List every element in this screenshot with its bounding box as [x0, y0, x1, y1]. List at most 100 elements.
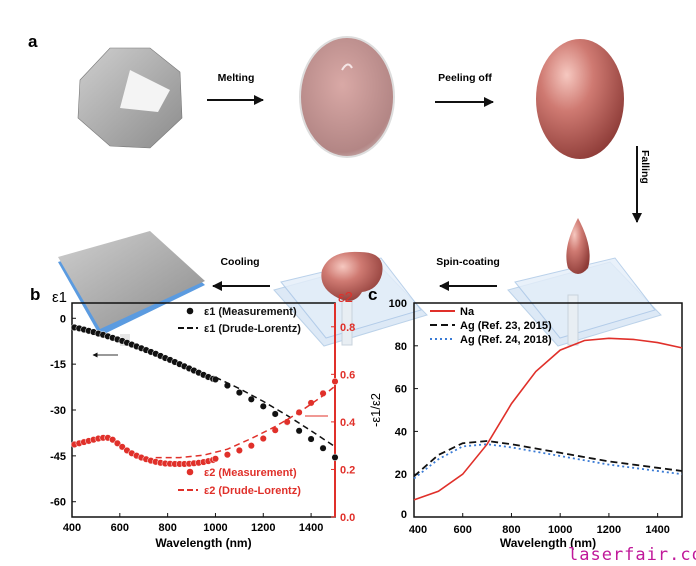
- panel-label-a: a: [28, 32, 38, 51]
- y-left-tick-label: -45: [50, 451, 66, 463]
- data-point: [113, 439, 121, 447]
- y-tick-label: 80: [395, 341, 407, 353]
- x-axis-label: Wavelength (nm): [155, 536, 251, 550]
- data-point: [259, 402, 267, 410]
- data-point: [211, 375, 220, 383]
- watermark: laserfair.com: [568, 545, 696, 565]
- y-right-tick-label: 0.4: [340, 417, 356, 429]
- series-line-3: [413, 443, 683, 480]
- step-label-melting: Melting: [218, 72, 255, 84]
- series-line-2: [413, 440, 683, 477]
- y-left-tick-label: 0: [60, 313, 66, 325]
- series-line-1: [413, 337, 683, 501]
- data-point: [211, 455, 220, 463]
- y-tick-label: 40: [395, 426, 407, 438]
- series-1: [70, 323, 339, 461]
- legend-entry: ε2 (Measurement): [186, 467, 297, 479]
- legend-label: ε2 (Measurement): [204, 467, 297, 479]
- y-left-axis-label: ε1: [52, 289, 67, 306]
- x-tick-label: 400: [409, 524, 427, 536]
- fit-line: [155, 385, 336, 459]
- data-point: [331, 377, 339, 386]
- x-tick-label: 1200: [251, 522, 275, 534]
- data-point: [109, 436, 117, 444]
- data-point: [295, 427, 303, 435]
- y-right-tick-label: 0.0: [340, 512, 355, 524]
- legend-entry: ε1 (Measurement): [186, 306, 297, 318]
- y-right-tick-label: 0.8: [340, 322, 355, 334]
- panel-c-chart: c 400 600 800 1000 1200 1400 0 20 40 60 80 100 Wavel…: [368, 285, 683, 550]
- legend-label: Na: [460, 306, 475, 318]
- data-point: [307, 435, 315, 443]
- data-point: [118, 443, 126, 451]
- series-2: [215, 376, 336, 448]
- legend-label: ε1 (Drude-Lorentz): [204, 323, 301, 335]
- y-left-tick-label: -60: [50, 497, 66, 509]
- y-tick-label: 20: [395, 469, 407, 481]
- y-left-tick-label: -30: [50, 405, 66, 417]
- data-point: [235, 389, 243, 397]
- x-tick-label: 1000: [548, 524, 572, 536]
- legend-label: Ag (Ref. 24, 2018): [460, 334, 552, 346]
- cooling-arrow: Cooling: [212, 256, 270, 291]
- data-point: [271, 410, 279, 418]
- legend-label: ε2 (Drude-Lorentz): [204, 485, 301, 497]
- x-tick-label: 1000: [203, 522, 227, 534]
- data-point: [331, 453, 339, 461]
- y-axis-label: -ε1/ε2: [368, 393, 383, 427]
- legend-entry: Ag (Ref. 23, 2015): [430, 320, 552, 332]
- x-tick-label: 600: [111, 522, 129, 534]
- spin-coating-arrow: Spin-coating: [436, 256, 500, 291]
- data-point: [235, 446, 243, 454]
- x-axis-label: Wavelength (nm): [500, 536, 596, 550]
- y-right-axis-label: ε2: [338, 289, 353, 306]
- x-tick-label: 1400: [299, 522, 323, 534]
- step-label-peeling-off: Peeling off: [438, 72, 492, 84]
- spin-coater-with-spreading-film: [273, 251, 428, 347]
- legend-marker: [186, 307, 194, 315]
- x-tick-label: 800: [158, 522, 176, 534]
- x-tick-label: 400: [63, 522, 81, 534]
- legend-entry: Na: [430, 306, 475, 318]
- y-tick-label: 100: [389, 298, 407, 310]
- legend-entry: ε2 (Drude-Lorentz): [178, 485, 301, 497]
- legend-entry: ε1 (Drude-Lorentz): [178, 323, 301, 335]
- x-tick-label: 1400: [645, 524, 669, 536]
- panel-label-c: c: [368, 285, 377, 304]
- series-3: [70, 377, 339, 468]
- panel-a: a Melting Peeling off Falling: [28, 32, 662, 347]
- sodium-sphere-illustration: [536, 39, 624, 159]
- melting-arrow: Melting: [207, 72, 264, 105]
- data-point: [307, 399, 315, 407]
- data-point: [283, 418, 291, 426]
- plot-frame: [413, 302, 683, 518]
- legend-label: ε1 (Measurement): [204, 306, 297, 318]
- falling-arrow: Falling: [632, 146, 651, 223]
- peeling-off-arrow: Peeling off: [435, 72, 494, 107]
- x-tick-label: 600: [454, 524, 472, 536]
- y-tick-label: 0: [401, 509, 407, 521]
- series-4: [155, 385, 336, 459]
- panel-b-chart: b 400 600 800 1000 1200 1400 0 -15 -30 -45 -60 0.0 0…: [30, 285, 356, 550]
- panel-label-b: b: [30, 285, 40, 304]
- data-point: [223, 451, 231, 459]
- step-label-cooling: Cooling: [220, 256, 259, 268]
- y-left-tick-label: -15: [50, 359, 66, 371]
- oxidized-droplet-illustration: [299, 36, 395, 158]
- step-label-falling: Falling: [639, 150, 651, 184]
- legend-marker: [186, 468, 194, 476]
- spin-coater-with-droplet: [507, 218, 662, 347]
- y-tick-label: 60: [395, 384, 407, 396]
- data-point: [247, 395, 255, 403]
- step-label-spin-coating: Spin-coating: [436, 256, 500, 268]
- legend-entry: Ag (Ref. 24, 2018): [430, 334, 552, 346]
- data-point: [247, 442, 255, 450]
- data-point: [319, 444, 327, 452]
- legend-label: Ag (Ref. 23, 2015): [460, 320, 552, 332]
- x-tick-label: 1200: [597, 524, 621, 536]
- x-tick-label: 800: [502, 524, 520, 536]
- y-right-tick-label: 0.6: [340, 369, 355, 381]
- data-point: [259, 434, 267, 443]
